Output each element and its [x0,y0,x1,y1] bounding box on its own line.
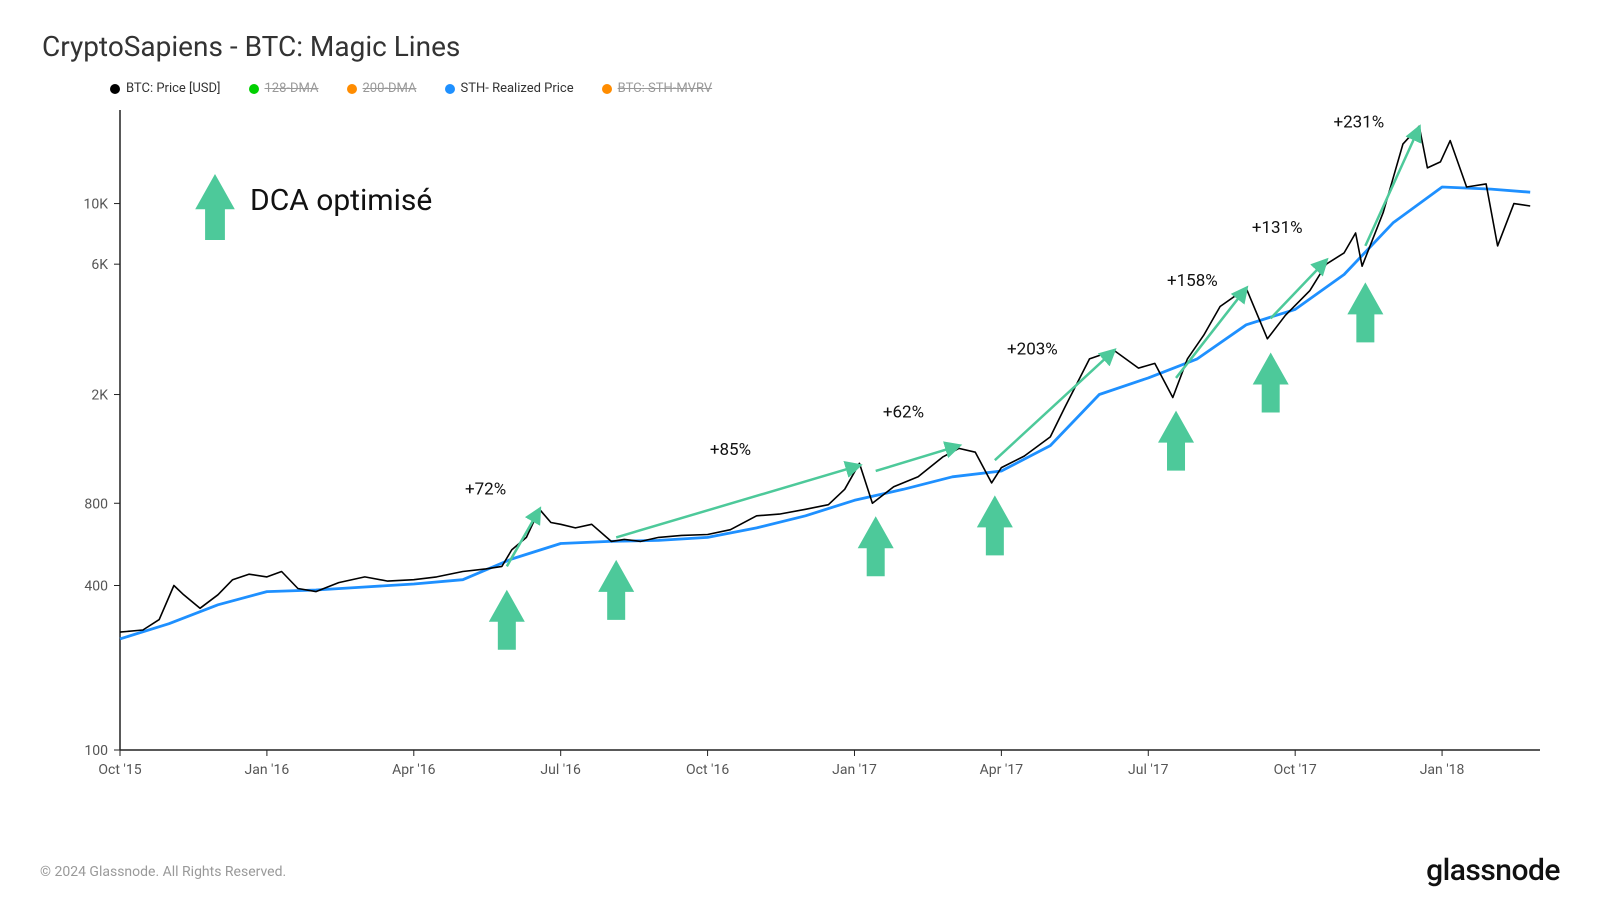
dca-arrow-icon [1158,411,1194,471]
x-tick-label: Oct '15 [98,762,141,778]
legend-label: 200-DMA [363,81,417,96]
y-tick-label: 6K [91,257,108,273]
legend-item[interactable]: BTC: Price [USD] [110,81,221,96]
dca-arrow-icon [977,495,1013,555]
legend-item[interactable]: BTC: STH-MVRV [602,81,712,96]
gain-label: +158% [1167,271,1218,291]
legend: BTC: Price [USD] 128-DMA 200-DMA STH- Reali… [110,81,1560,96]
legend-label: BTC: STH-MVRV [618,81,712,96]
dca-legend-label: DCA optimisé [250,183,432,218]
x-tick-label: Oct '16 [686,762,729,778]
legend-swatch [445,84,455,94]
chart-svg: 100 400 800 2K 6K 10K Oct '15 Jan '16 Apr '16 Jul… [40,100,1560,800]
legend-swatch [347,84,357,94]
dca-arrow-icon [1253,353,1289,413]
gain-arrow [507,509,540,566]
x-tick-label: Jan '18 [1420,762,1465,778]
gain-label: +72% [465,480,506,500]
x-tick-label: Apr '16 [392,762,436,778]
gain-label: +203% [1007,340,1058,360]
y-tick-label: 100 [84,743,108,759]
legend-label: BTC: Price [USD] [126,81,221,96]
series-sth-realized [120,187,1530,639]
gain-label: +62% [883,402,924,422]
gain-arrow [1271,260,1326,318]
x-tick-label: Jan '16 [245,762,290,778]
x-tick-label: Jul '17 [1128,762,1169,778]
gain-label: +131% [1252,218,1303,238]
x-tick-label: Oct '17 [1274,762,1317,778]
chart-area: 100 400 800 2K 6K 10K Oct '15 Jan '16 Apr '16 Jul… [40,100,1560,800]
gain-arrow [876,446,959,471]
footer-copyright: © 2024 Glassnode. All Rights Reserved. [40,864,286,880]
dca-arrow-icon [195,174,235,240]
dca-arrow-icon [489,590,525,650]
x-tick-label: Jul '16 [540,762,581,778]
gain-label: +85% [710,440,751,460]
chart-title: CryptoSapiens - BTC: Magic Lines [42,30,1560,63]
legend-label: STH- Realized Price [461,81,574,96]
legend-item[interactable]: STH- Realized Price [445,81,574,96]
dca-arrow-icon [858,516,894,576]
y-tick-label: 10K [83,197,108,213]
x-tick-label: Apr '17 [980,762,1024,778]
x-tick-label: Jan '17 [832,762,877,778]
legend-swatch [602,84,612,94]
y-tick-label: 400 [84,579,108,595]
dca-arrow-icon [598,560,634,620]
y-tick-label: 2K [91,388,108,404]
gain-label: +231% [1333,112,1384,132]
legend-swatch [110,84,120,94]
gain-arrow [1365,127,1419,245]
gain-arrow [995,350,1114,460]
y-tick-label: 800 [84,496,108,512]
dca-arrow-icon [1347,282,1383,342]
legend-item[interactable]: 200-DMA [347,81,417,96]
legend-label: 128-DMA [265,81,319,96]
brand-logo: glassnode [1426,853,1560,888]
legend-item[interactable]: 128-DMA [249,81,319,96]
legend-swatch [249,84,259,94]
